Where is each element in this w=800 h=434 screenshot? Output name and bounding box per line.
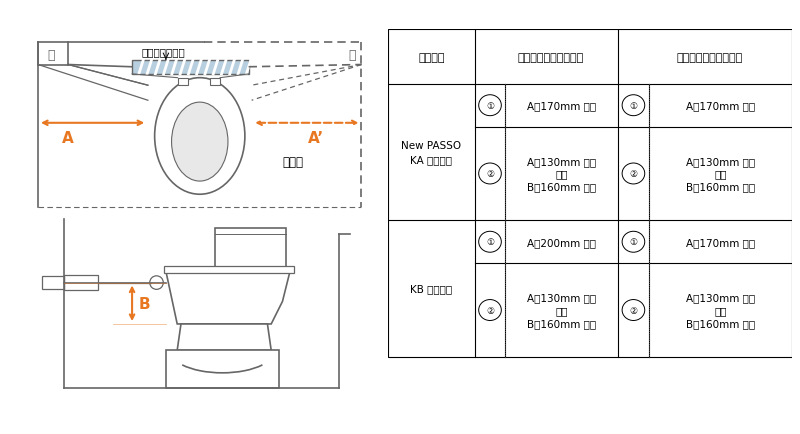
Circle shape: [622, 232, 645, 253]
Text: 右: 右: [348, 49, 356, 62]
Text: 隅付ロータンク: 隅付ロータンク: [142, 47, 186, 57]
Text: A：170mm 以上: A：170mm 以上: [527, 101, 596, 111]
Text: A：130mm 以上
かつ
B：160mm 以上: A：130mm 以上 かつ B：160mm 以上: [686, 156, 755, 192]
Text: 左: 左: [47, 49, 55, 62]
Text: A：130mm 以上
かつ
B：160mm 以上: A：130mm 以上 かつ B：160mm 以上: [527, 156, 596, 192]
Text: A：200mm 以上: A：200mm 以上: [527, 237, 596, 247]
Polygon shape: [178, 324, 271, 351]
Text: ①: ①: [486, 102, 494, 110]
Ellipse shape: [171, 103, 228, 182]
Circle shape: [478, 164, 502, 184]
Text: A: A: [62, 131, 74, 146]
Text: A：130mm 以上
かつ
B：160mm 以上: A：130mm 以上 かつ B：160mm 以上: [686, 293, 755, 328]
Text: 隅付ロータンク（右）: 隅付ロータンク（右）: [676, 53, 742, 62]
Circle shape: [150, 276, 163, 290]
Bar: [42, 276, 64, 290]
Text: ②: ②: [486, 170, 494, 178]
Circle shape: [478, 95, 502, 116]
Circle shape: [622, 95, 645, 116]
Text: A’: A’: [308, 131, 324, 146]
Bar: [164, 266, 294, 273]
Bar: [388, 30, 792, 357]
Text: ①: ①: [630, 238, 638, 247]
Bar: [178, 79, 188, 86]
Bar: [214, 229, 286, 270]
Text: A：170mm 以上: A：170mm 以上: [686, 101, 755, 111]
Text: A：170mm 以上: A：170mm 以上: [686, 237, 755, 247]
Text: ②: ②: [630, 306, 638, 315]
Circle shape: [478, 300, 502, 321]
Text: KB シリーズ: KB シリーズ: [410, 284, 453, 294]
Circle shape: [478, 232, 502, 253]
Text: 隅付ロータンク（左）: 隅付ロータンク（左）: [518, 53, 584, 62]
Polygon shape: [166, 272, 290, 324]
Text: B: B: [139, 296, 150, 311]
Text: A：130mm 以上
かつ
B：160mm 以上: A：130mm 以上 かつ B：160mm 以上: [527, 293, 596, 328]
Text: New PASSO
KA シリーズ: New PASSO KA シリーズ: [402, 141, 462, 164]
Bar: [64, 276, 98, 290]
Text: シリーズ: シリーズ: [418, 53, 445, 62]
Text: 大便器: 大便器: [282, 155, 303, 168]
Text: ①: ①: [486, 238, 494, 247]
Text: ①: ①: [630, 102, 638, 110]
Polygon shape: [166, 351, 278, 388]
Text: ②: ②: [630, 170, 638, 178]
Circle shape: [622, 164, 645, 184]
Bar: [210, 79, 220, 86]
Text: ②: ②: [486, 306, 494, 315]
Ellipse shape: [154, 79, 245, 195]
Circle shape: [622, 300, 645, 321]
Bar: [132, 60, 249, 75]
